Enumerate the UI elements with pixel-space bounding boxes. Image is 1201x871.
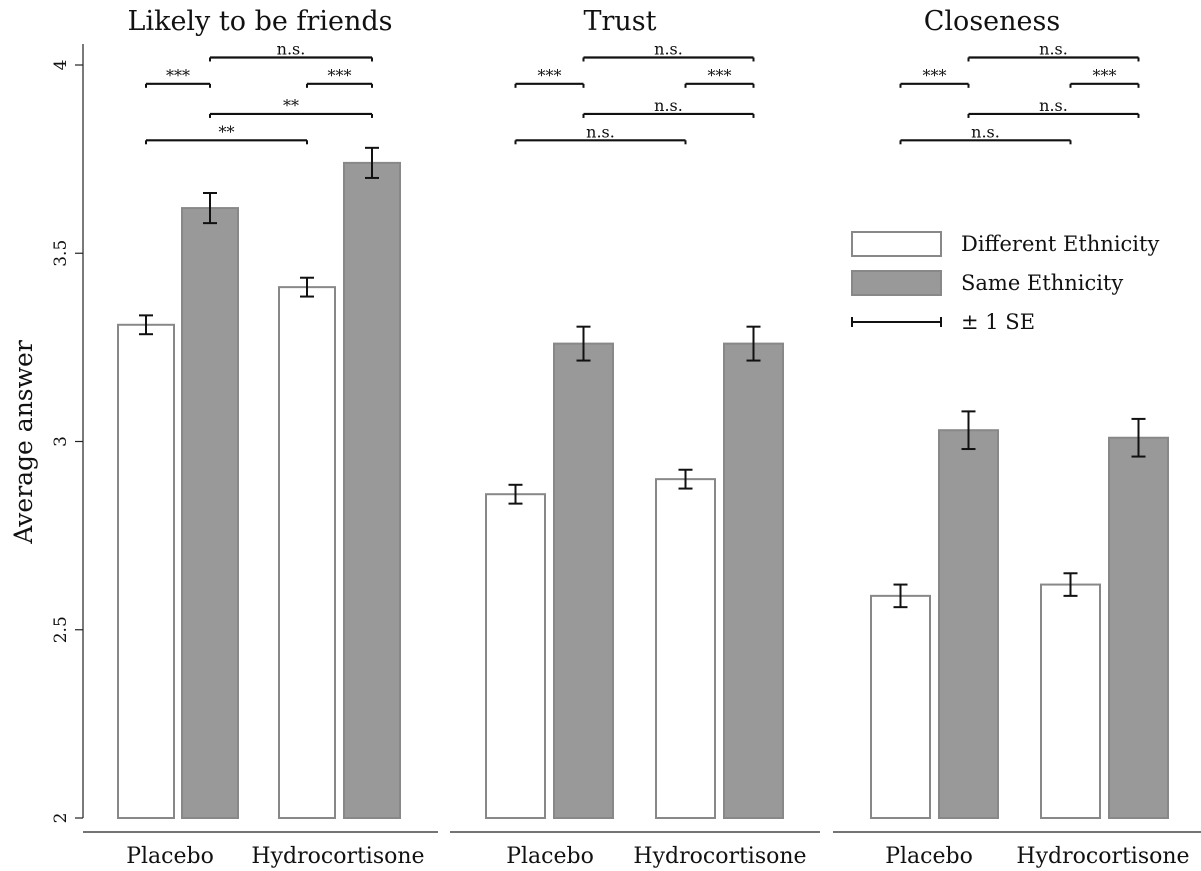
panel-3: Closeness Placebo Hydrocortisone n.s. *** ***… [833, 6, 1201, 869]
significance-bracket: n.s. [582, 39, 755, 62]
significance-label: *** [1093, 66, 1117, 85]
panel-title: Likely to be friends [128, 6, 393, 37]
error-bar [300, 276, 314, 298]
x-tick-label: Placebo [506, 844, 594, 869]
error-bar [746, 325, 761, 362]
significance-label: ** [283, 96, 299, 115]
legend-item: Same Ethnicity [851, 270, 1123, 296]
significance-bracket: *** [514, 66, 585, 88]
panel-title: Closeness [924, 6, 1060, 37]
error-bar [203, 192, 217, 225]
significance-bracket: *** [306, 66, 373, 88]
significance-label: n.s. [654, 39, 683, 58]
error-bar [1131, 417, 1146, 458]
bar-same-ethnicity [938, 429, 999, 819]
bar-different-ethnicity [278, 286, 336, 819]
panel-1: Likely to be friends Placebo Hydrocortison… [83, 6, 438, 869]
legend-label: Different Ethnicity [961, 232, 1159, 256]
significance-bracket: *** [684, 66, 755, 88]
bar-same-ethnicity [553, 342, 614, 819]
panel-2: Trust Placebo Hydrocortisone n.s. *** *** n.s.… [450, 6, 820, 869]
legend-item: ± 1 SE [851, 310, 1035, 334]
legend: Different Ethnicity Same Ethnicity ± 1 SE [851, 231, 1159, 334]
significance-bracket: n.s. [899, 122, 1072, 145]
significance-label: n.s. [586, 122, 615, 141]
significance-bracket: n.s. [209, 39, 373, 62]
significance-label: *** [708, 66, 732, 85]
legend-item: Different Ethnicity [851, 231, 1159, 257]
legend-swatch [851, 270, 942, 296]
significance-bracket: *** [899, 66, 970, 88]
significance-bracket: n.s. [582, 96, 755, 118]
significance-label: n.s. [277, 39, 306, 58]
significance-label: *** [538, 66, 562, 85]
panel-title: Trust [583, 6, 656, 37]
bar-different-ethnicity [870, 594, 931, 819]
y-axis-label: Average answer [9, 340, 38, 545]
significance-bracket: *** [1069, 66, 1140, 88]
y-tick-label: 3 [51, 436, 71, 447]
significance-bracket: n.s. [967, 96, 1140, 118]
x-tick-label: Placebo [126, 844, 214, 869]
significance-bracket: n.s. [967, 39, 1140, 62]
error-bar [508, 483, 523, 505]
x-tick-label: Hydrocortisone [251, 844, 424, 869]
legend-label: ± 1 SE [961, 310, 1035, 334]
error-bar [576, 325, 591, 362]
x-tick-label: Hydrocortisone [1016, 844, 1189, 869]
error-bar [1063, 572, 1078, 597]
x-tick-label: Placebo [885, 844, 973, 869]
y-axis: 2 2.5 3 3.5 4 [51, 44, 84, 824]
significance-label: *** [328, 66, 352, 85]
significance-label: *** [923, 66, 947, 85]
significance-label: ** [219, 122, 235, 141]
significance-label: n.s. [1039, 96, 1068, 115]
significance-bracket: *** [145, 66, 211, 88]
error-bar [961, 410, 976, 451]
bar-same-ethnicity [1108, 436, 1169, 819]
y-tick-label: 2 [51, 813, 71, 824]
bar-different-ethnicity [485, 493, 546, 819]
error-bar [139, 314, 153, 336]
bar-different-ethnicity [117, 323, 175, 819]
bar-same-ethnicity [723, 342, 784, 819]
y-tick-label: 4 [51, 60, 71, 71]
x-tick-label: Hydrocortisone [633, 844, 806, 869]
bar-different-ethnicity [1040, 583, 1101, 819]
legend-swatch [851, 231, 942, 257]
bar-different-ethnicity [655, 478, 716, 819]
y-tick-label: 3.5 [51, 240, 71, 267]
significance-label: *** [166, 66, 190, 85]
significance-bracket: ** [209, 96, 373, 118]
chart-panels: Likely to be friends Placebo Hydrocortison… [83, 6, 1201, 869]
y-tick-label: 2.5 [51, 616, 71, 643]
significance-label: n.s. [971, 122, 1000, 141]
bar-same-ethnicity [181, 207, 239, 819]
bar-same-ethnicity [343, 161, 401, 819]
error-bar [678, 468, 693, 490]
significance-label: n.s. [654, 96, 683, 115]
significance-label: n.s. [1039, 39, 1068, 58]
legend-label: Same Ethnicity [961, 271, 1123, 295]
error-bar [365, 146, 379, 179]
significance-bracket: ** [145, 122, 308, 145]
error-bar [893, 583, 908, 609]
significance-bracket: n.s. [514, 122, 687, 145]
